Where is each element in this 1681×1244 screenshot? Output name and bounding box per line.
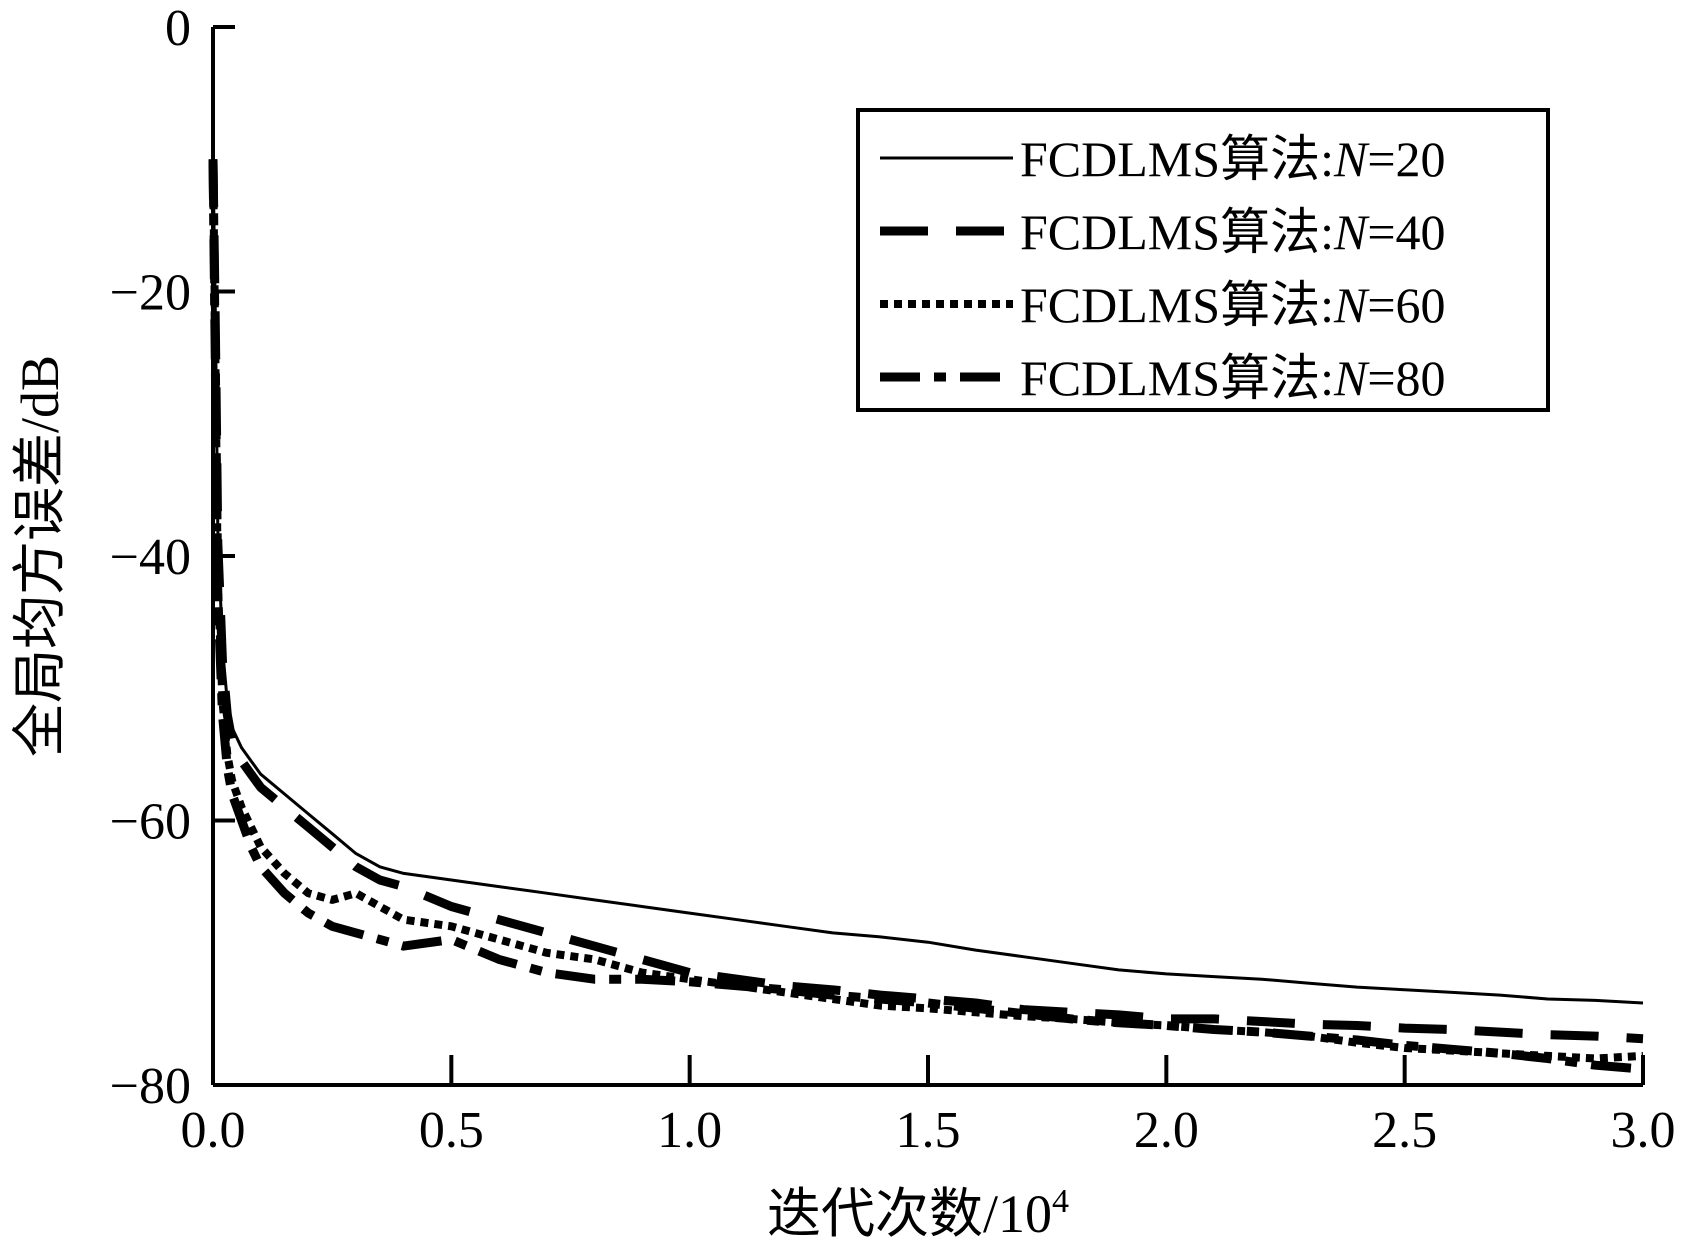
x-tick-label: 1.0	[657, 1102, 722, 1159]
series-line-4	[208, 159, 1644, 1074]
x-axis-title-superscript: 4	[1052, 1183, 1069, 1220]
legend-label-4: FCDLMS算法:N=80	[1020, 350, 1446, 406]
legend-label-2: FCDLMS算法:N=40	[1020, 204, 1446, 260]
legend-label-suffix: =20	[1367, 131, 1445, 187]
legend-label-suffix: =40	[1367, 204, 1445, 260]
legend-box	[856, 108, 1550, 412]
y-tick-label: −60	[110, 794, 191, 851]
x-tick-label: 3.0	[1611, 1102, 1676, 1159]
legend: FCDLMS算法:N=20FCDLMS算法:N=40FCDLMS算法:N=60F…	[856, 108, 1550, 412]
series-lines	[208, 159, 1644, 1074]
legend-label-variable: N	[1333, 350, 1370, 406]
legend-label-variable: N	[1333, 204, 1370, 260]
y-tick-label: −40	[110, 529, 191, 586]
legend-label-variable: N	[1333, 131, 1370, 187]
x-tick-label: 0.0	[181, 1102, 246, 1159]
x-tick-label: 0.5	[419, 1102, 484, 1159]
ticks: 0.0 0.5 1.0 1.5 2.0 2.5 3.0 0 −20 −40 −60 −80	[110, 0, 1676, 1159]
legend-label-variable: N	[1333, 277, 1370, 333]
series-line-2	[208, 159, 1644, 1044]
series-line-3	[209, 159, 1644, 1063]
series-line-1	[211, 159, 1644, 1005]
legend-label-prefix: FCDLMS算法:	[1020, 204, 1334, 260]
x-tick-label: 2.0	[1134, 1102, 1199, 1159]
y-tick-label: 0	[165, 0, 191, 57]
legend-label-prefix: FCDLMS算法:	[1020, 277, 1334, 333]
legend-label-3: FCDLMS算法:N=60	[1020, 277, 1446, 333]
y-tick-label: −20	[110, 265, 191, 322]
legend-label-1: FCDLMS算法:N=20	[1020, 131, 1446, 187]
legend-label-suffix: =60	[1367, 277, 1445, 333]
x-tick-label: 1.5	[896, 1102, 961, 1159]
legend-label-prefix: FCDLMS算法:	[1020, 350, 1334, 406]
legend-label-suffix: =80	[1367, 350, 1445, 406]
y-tick-label: −80	[110, 1058, 191, 1115]
legend-label-prefix: FCDLMS算法:	[1020, 131, 1334, 187]
x-tick-label: 2.5	[1372, 1102, 1437, 1159]
x-axis-title: 迭代次数/104	[767, 1183, 1069, 1244]
y-axis-title: 全局均方误差/dB	[10, 355, 70, 757]
